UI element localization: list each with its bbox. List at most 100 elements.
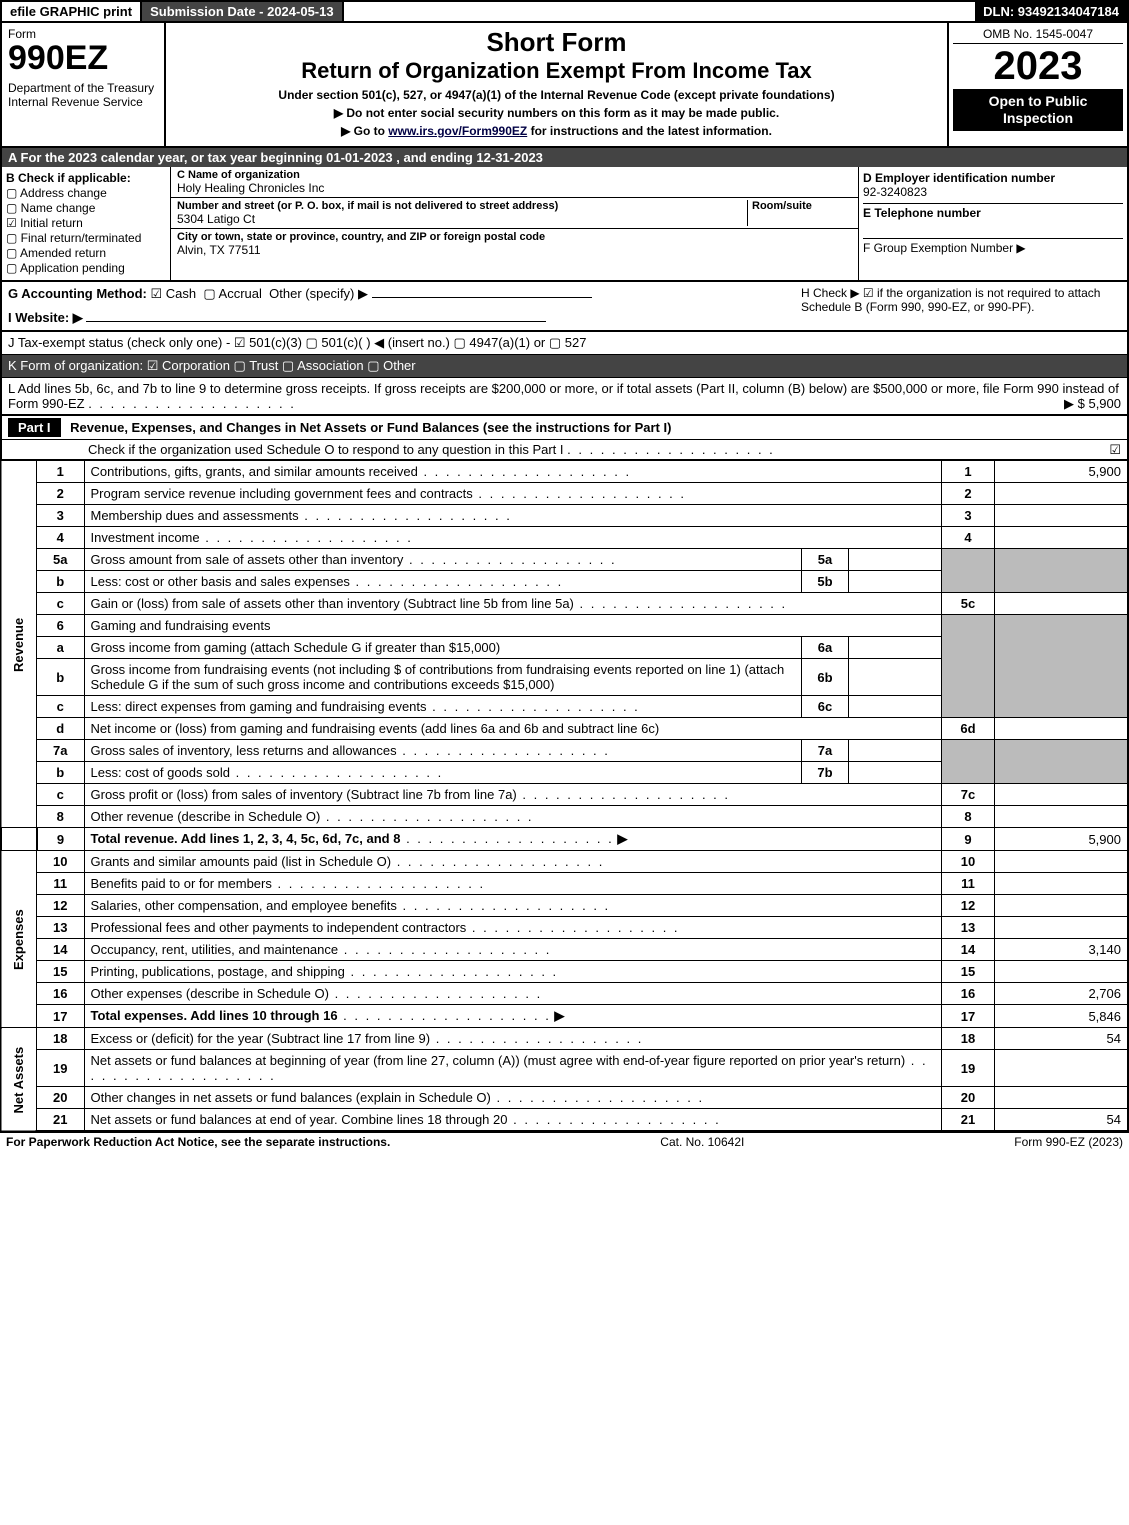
check-amended-return[interactable]: Amended return: [6, 246, 166, 260]
line-3-col: 3: [942, 505, 995, 527]
line-10-desc: Grants and similar amounts paid (list in…: [91, 854, 605, 869]
subtitle-1: Under section 501(c), 527, or 4947(a)(1)…: [170, 88, 943, 102]
check-initial-return[interactable]: Initial return: [6, 216, 166, 230]
row-a-tax-year: A For the 2023 calendar year, or tax yea…: [0, 148, 1129, 167]
row-j: J Tax-exempt status (check only one) - ☑…: [0, 332, 1129, 355]
line-6a-sub: 6a: [802, 637, 849, 659]
footer-right: Form 990-EZ (2023): [1014, 1135, 1123, 1149]
line-21-col: 21: [942, 1109, 995, 1132]
line-14-amt: 3,140: [995, 939, 1129, 961]
open-to-public: Open to Public Inspection: [953, 89, 1123, 131]
part-i-checkbox[interactable]: ☑: [1109, 442, 1121, 458]
line-18-amt: 54: [995, 1028, 1129, 1050]
org-street: 5304 Latigo Ct: [177, 212, 747, 226]
row-l: L Add lines 5b, 6c, and 7b to line 9 to …: [0, 378, 1129, 416]
line-1-col: 1: [942, 461, 995, 483]
row-i-label: I Website: ▶: [8, 310, 83, 325]
line-19-desc: Net assets or fund balances at beginning…: [91, 1053, 928, 1083]
row-h-text: H Check ▶ ☑ if the organization is not r…: [801, 286, 1121, 326]
line-6c-sub: 6c: [802, 696, 849, 718]
expenses-label: Expenses: [1, 851, 37, 1028]
row-k: K Form of organization: ☑ Corporation ▢ …: [0, 355, 1129, 378]
irs-link[interactable]: www.irs.gov/Form990EZ: [388, 124, 527, 138]
box-f-label: F Group Exemption Number ▶: [863, 238, 1123, 255]
line-5b-val: [849, 571, 942, 593]
line-10-col: 10: [942, 851, 995, 873]
line-6d-desc: Net income or (loss) from gaming and fun…: [84, 718, 942, 740]
line-5a-val: [849, 549, 942, 571]
org-city: Alvin, TX 77511: [177, 243, 852, 257]
line-4-desc: Investment income: [91, 530, 413, 545]
tax-year: 2023: [953, 44, 1123, 89]
line-2-col: 2: [942, 483, 995, 505]
line-18-col: 18: [942, 1028, 995, 1050]
box-def: D Employer identification number 92-3240…: [858, 167, 1127, 280]
line-9-amt: 5,900: [995, 828, 1129, 851]
part-i-check: Check if the organization used Schedule …: [0, 440, 1129, 460]
line-12-desc: Salaries, other compensation, and employ…: [91, 898, 611, 913]
line-14-desc: Occupancy, rent, utilities, and maintena…: [91, 942, 552, 957]
line-4-col: 4: [942, 527, 995, 549]
subtitle-3: ▶ Go to www.irs.gov/Form990EZ for instru…: [170, 124, 943, 138]
efile-print-button[interactable]: efile GRAPHIC print: [2, 2, 142, 21]
box-c-name-label: C Name of organization: [177, 169, 852, 181]
footer-left: For Paperwork Reduction Act Notice, see …: [6, 1135, 390, 1149]
line-5b-desc: Less: cost or other basis and sales expe…: [91, 574, 564, 589]
line-9-col: 9: [942, 828, 995, 851]
org-name: Holy Healing Chronicles Inc: [177, 181, 852, 195]
box-b: B Check if applicable: Address change Na…: [2, 167, 171, 280]
line-7b-sub: 7b: [802, 762, 849, 784]
check-final-return[interactable]: Final return/terminated: [6, 231, 166, 245]
main-title: Return of Organization Exempt From Incom…: [170, 58, 943, 84]
line-13-desc: Professional fees and other payments to …: [91, 920, 680, 935]
check-name-change[interactable]: Name change: [6, 201, 166, 215]
accounting-cash[interactable]: ☑ Cash: [151, 286, 197, 301]
line-16-desc: Other expenses (describe in Schedule O): [91, 986, 543, 1001]
row-g-label: G Accounting Method:: [8, 286, 147, 301]
line-8-col: 8: [942, 806, 995, 828]
line-1-amt: 5,900: [995, 461, 1129, 483]
line-20-col: 20: [942, 1087, 995, 1109]
line-8-desc: Other revenue (describe in Schedule O): [91, 809, 534, 824]
row-gh: G Accounting Method: ☑ Cash ▢ Accrual Ot…: [0, 282, 1129, 332]
accounting-accrual[interactable]: ▢ Accrual: [203, 286, 262, 301]
netassets-label: Net Assets: [1, 1028, 37, 1132]
line-11-col: 11: [942, 873, 995, 895]
part-i-label: Part I: [8, 418, 61, 437]
line-6-desc: Gaming and fundraising events: [84, 615, 942, 637]
line-7a-sub: 7a: [802, 740, 849, 762]
line-3-desc: Membership dues and assessments: [91, 508, 512, 523]
box-c-city-label: City or town, state or province, country…: [177, 231, 852, 243]
part-i-title: Revenue, Expenses, and Changes in Net As…: [70, 420, 671, 435]
check-address-change[interactable]: Address change: [6, 186, 166, 200]
subtitle-3-post: for instructions and the latest informat…: [531, 124, 772, 138]
row-l-amount: ▶ $ 5,900: [1064, 396, 1121, 412]
line-6b-desc: Gross income from fundraising events (no…: [84, 659, 802, 696]
line-5a-sub: 5a: [802, 549, 849, 571]
line-20-desc: Other changes in net assets or fund bala…: [91, 1090, 705, 1105]
line-9-desc: Total revenue. Add lines 1, 2, 3, 4, 5c,…: [91, 831, 401, 846]
line-6b-sub: 6b: [802, 659, 849, 696]
line-2-amt: [995, 483, 1129, 505]
box-c-room-label: Room/suite: [752, 200, 852, 212]
accounting-other[interactable]: Other (specify) ▶: [269, 286, 368, 301]
line-17-col: 17: [942, 1005, 995, 1028]
line-18-desc: Excess or (deficit) for the year (Subtra…: [91, 1031, 644, 1046]
line-21-amt: 54: [995, 1109, 1129, 1132]
line-6a-desc: Gross income from gaming (attach Schedul…: [84, 637, 802, 659]
department: Department of the Treasury Internal Reve…: [8, 81, 158, 109]
dln: DLN: 93492134047184: [975, 2, 1127, 21]
part-i-header: Part I Revenue, Expenses, and Changes in…: [0, 416, 1129, 440]
line-6c-desc: Less: direct expenses from gaming and fu…: [91, 699, 640, 714]
check-application-pending[interactable]: Application pending: [6, 261, 166, 275]
short-form-title: Short Form: [170, 27, 943, 58]
part-i-check-note: Check if the organization used Schedule …: [88, 442, 564, 457]
box-c-street-label: Number and street (or P. O. box, if mail…: [177, 200, 747, 212]
form-number: 990EZ: [8, 41, 158, 75]
subtitle-2: ▶ Do not enter social security numbers o…: [170, 106, 943, 120]
line-12-col: 12: [942, 895, 995, 917]
line-14-col: 14: [942, 939, 995, 961]
submission-date: Submission Date - 2024-05-13: [142, 2, 344, 21]
box-e-label: E Telephone number: [863, 203, 1123, 220]
box-d-label: D Employer identification number: [863, 171, 1123, 185]
